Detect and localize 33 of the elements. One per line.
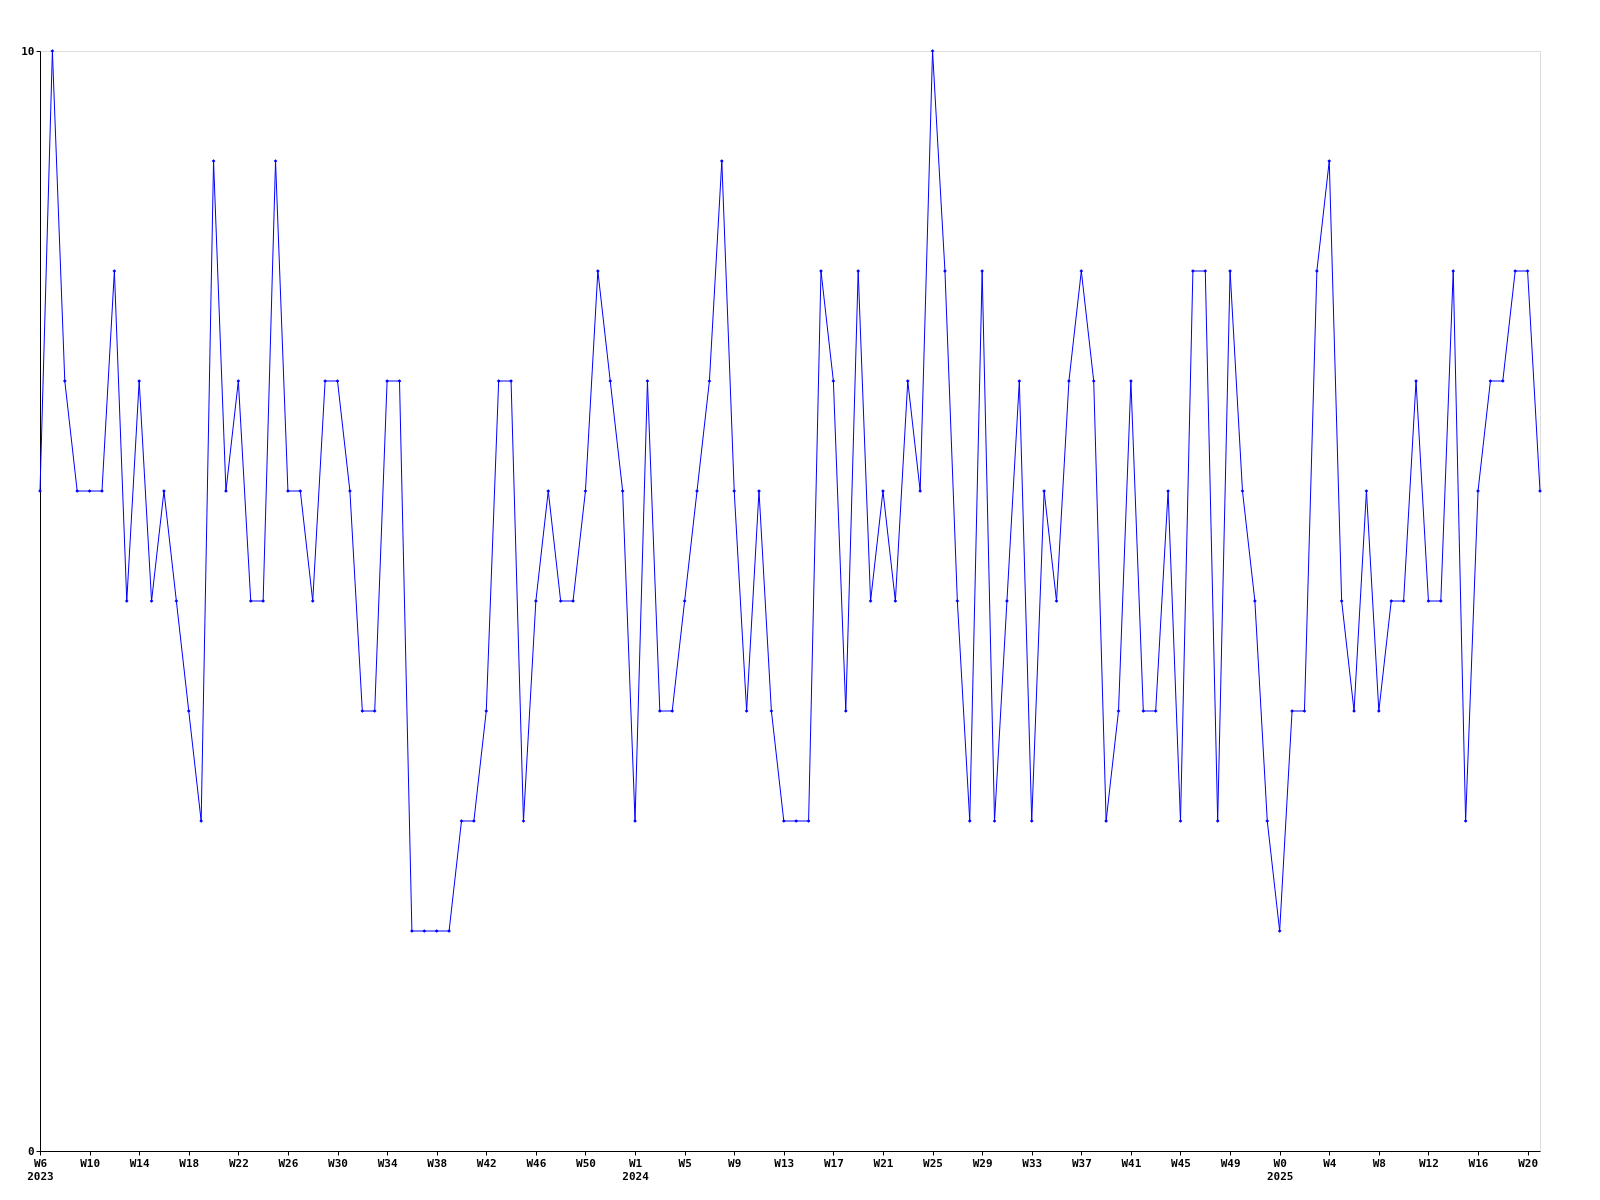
x-tick-label: W13	[774, 1156, 795, 1170]
x-tick-label: W25	[923, 1156, 943, 1170]
x-tick-label: W30	[328, 1156, 348, 1170]
x-tick-label: W17	[823, 1156, 844, 1170]
x-tick-label: W22	[228, 1156, 249, 1170]
x-tick-label: W42	[476, 1156, 497, 1170]
x-tick-label: W8	[1372, 1156, 1386, 1170]
x-tick-label: W14	[129, 1156, 150, 1170]
x-tick-label: W1 2024	[622, 1156, 650, 1183]
x-tick-label: W34	[377, 1156, 398, 1170]
x-tick-label: W21	[873, 1156, 894, 1170]
x-tick-label: W46	[526, 1156, 547, 1170]
x-tick-label: W16	[1468, 1156, 1489, 1170]
y-tick-label: 10	[21, 44, 35, 58]
x-tick-label: W38	[427, 1156, 448, 1170]
x-tick-label: W4	[1323, 1156, 1337, 1170]
x-tick-label: W33	[1022, 1156, 1043, 1170]
x-tick-label: W45	[1171, 1156, 1191, 1170]
x-tick-label: W0 2025	[1266, 1156, 1294, 1183]
x-tick-label: W12	[1418, 1156, 1439, 1170]
x-tick-label: W26	[278, 1156, 299, 1170]
x-tick-label: W41	[1121, 1156, 1142, 1170]
x-tick-label: W18	[179, 1156, 200, 1170]
x-tick-label: W50	[576, 1156, 596, 1170]
x-tick-label: W9	[728, 1156, 742, 1170]
x-tick-label: W6 2023	[27, 1156, 54, 1183]
x-tick-label: W10	[80, 1156, 101, 1170]
x-tick-label: W37	[1071, 1156, 1092, 1170]
x-tick-label: W5	[678, 1156, 692, 1170]
x-tick-label: W29	[972, 1156, 993, 1170]
x-tick-label: W20	[1518, 1156, 1539, 1170]
y-tick-label: 0	[27, 1144, 35, 1158]
x-tick-label: W49	[1220, 1156, 1241, 1170]
